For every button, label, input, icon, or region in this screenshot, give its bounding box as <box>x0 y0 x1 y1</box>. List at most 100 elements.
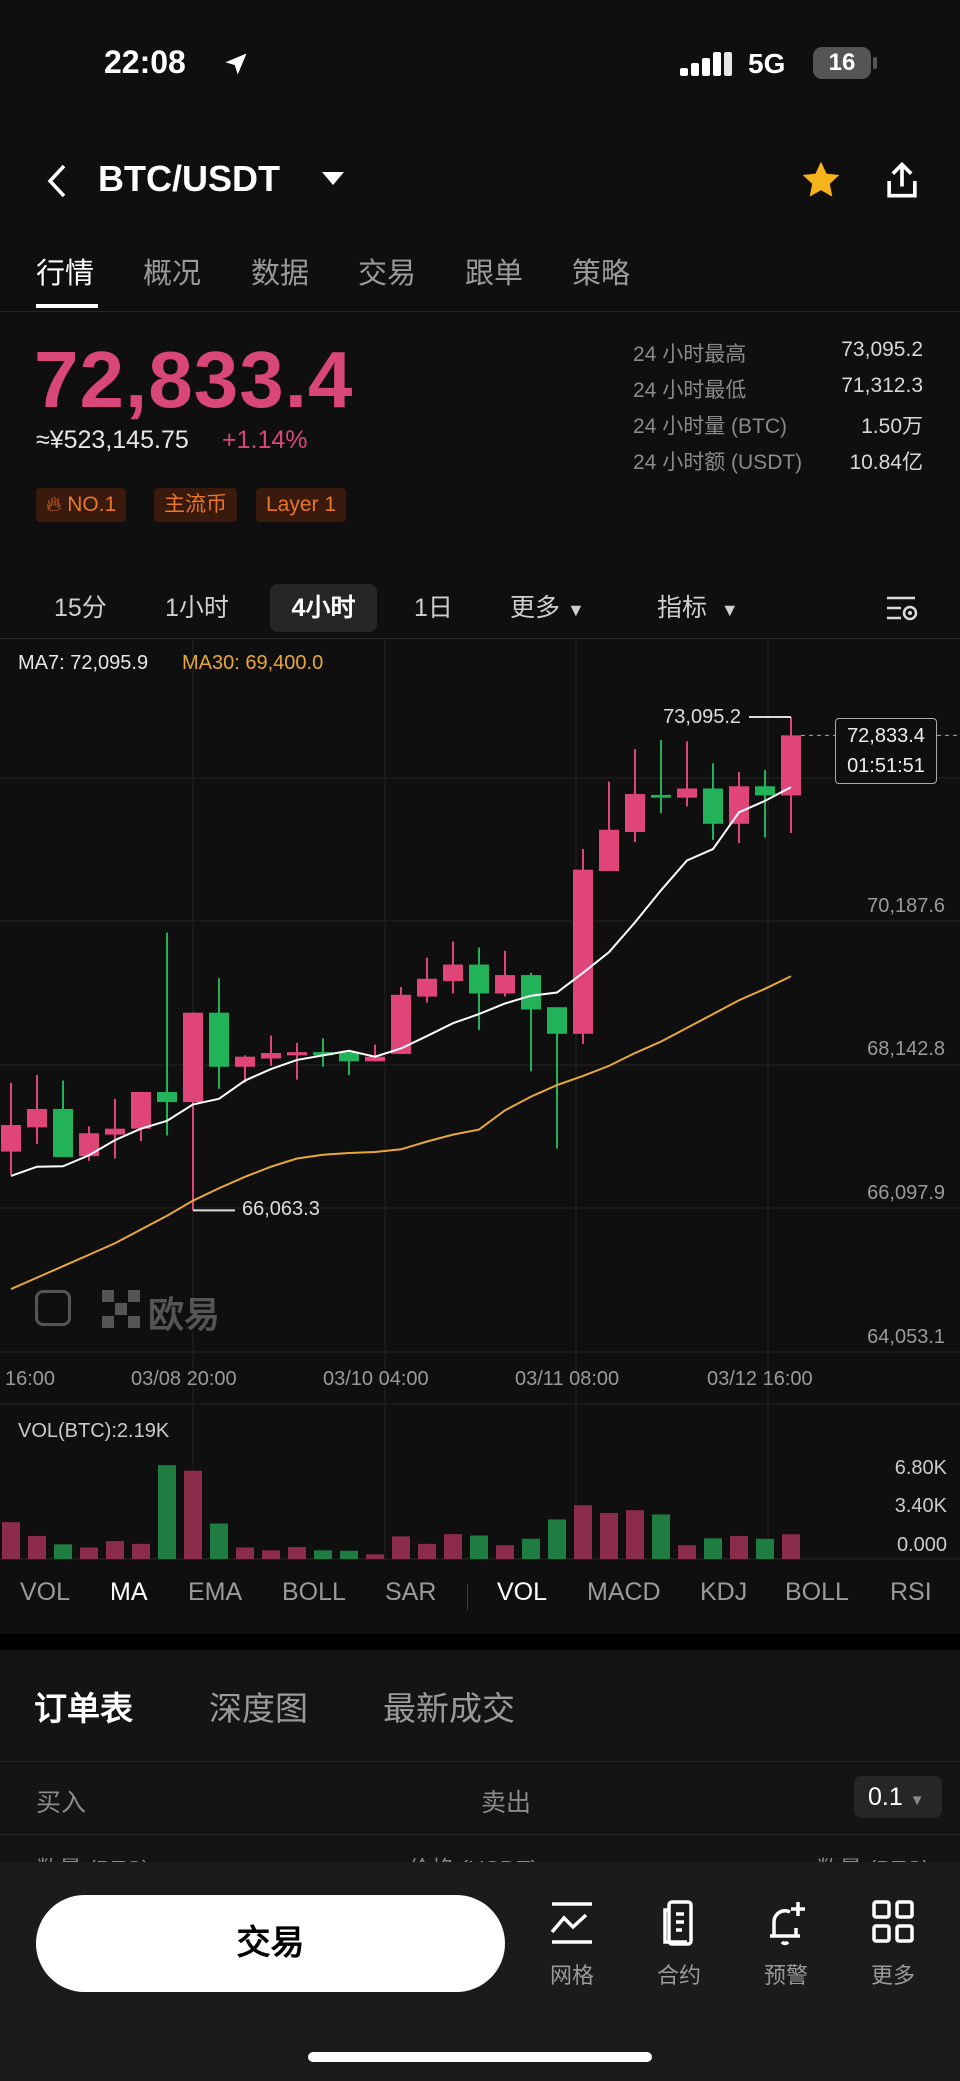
candlestick-chart[interactable] <box>0 640 960 1635</box>
back-chevron-icon[interactable] <box>42 162 72 200</box>
grid-trading-icon[interactable] <box>542 1898 602 1948</box>
alert-label: 预警 <box>763 1963 808 1988</box>
candle-body <box>599 829 619 872</box>
candle-body <box>157 1091 177 1103</box>
share-icon[interactable] <box>880 158 924 204</box>
volume-bar <box>210 1523 228 1559</box>
sub-indicator-rsi[interactable]: RSI <box>890 1578 932 1606</box>
tab-trade[interactable]: 交易 <box>358 258 417 290</box>
sub-indicator-vol[interactable]: VOL <box>497 1578 548 1606</box>
candle-body <box>287 1052 307 1056</box>
caret-down-icon[interactable] <box>322 172 344 186</box>
last-price: 72,833.4 <box>34 335 354 424</box>
volume-bar <box>548 1519 566 1559</box>
caret-down-icon: ▼ <box>720 600 739 620</box>
volume-bar <box>262 1550 280 1559</box>
candle-body <box>391 994 411 1054</box>
volume-bar <box>704 1538 722 1559</box>
x-tick: 03/10 04:00 <box>323 1368 429 1390</box>
tab-data[interactable]: 数据 <box>251 258 310 290</box>
indicator-sar[interactable]: SAR <box>385 1578 437 1606</box>
volume-tick: 3.40K <box>894 1495 947 1517</box>
timeframe-1d[interactable]: 1日 <box>414 594 453 622</box>
star-favorite-icon[interactable] <box>798 158 844 202</box>
volume-bar <box>418 1543 436 1559</box>
caret-down-icon: ▼ <box>909 1792 925 1809</box>
indicator-ema[interactable]: EMA <box>188 1578 243 1606</box>
candle-body <box>131 1091 151 1129</box>
chart-settings-icon[interactable] <box>884 590 920 626</box>
volume-bar <box>730 1535 748 1559</box>
indicator-dropdown[interactable]: 指标 ▼ <box>657 584 739 632</box>
candle-body <box>209 1012 229 1067</box>
candle-body <box>443 964 463 982</box>
volume-bar <box>132 1543 150 1559</box>
tag-layer1[interactable]: Layer 1 <box>256 488 347 522</box>
timeframe-15m[interactable]: 15分 <box>54 594 107 622</box>
stat-label: 24 小时量 (BTC) <box>633 415 788 438</box>
candle-body <box>339 1052 359 1062</box>
status-time: 22:08 <box>104 44 186 80</box>
tab-orderbook[interactable]: 订单表 <box>34 1690 133 1727</box>
tab-underline <box>36 304 98 308</box>
indicator-vol[interactable]: VOL <box>20 1578 71 1606</box>
y-tick: 68,142.8 <box>867 1038 945 1060</box>
indicator-ma[interactable]: MA <box>110 1578 148 1606</box>
x-tick: 03/08 20:00 <box>131 1368 237 1390</box>
tab-market[interactable]: 行情 <box>36 258 95 290</box>
tab-overview[interactable]: 概况 <box>143 258 202 290</box>
divider <box>0 638 960 639</box>
low-label: 66,063.3 <box>242 1198 320 1220</box>
location-arrow-icon <box>225 53 247 75</box>
timeframe-1h[interactable]: 1小时 <box>165 594 229 622</box>
tab-latest-trades[interactable]: 最新成交 <box>383 1690 515 1727</box>
sub-indicator-macd[interactable]: MACD <box>587 1578 661 1606</box>
more-grid-icon[interactable] <box>863 1898 923 1948</box>
volume-bar <box>574 1505 592 1559</box>
fullscreen-icon[interactable] <box>35 1290 71 1326</box>
volume-bar <box>314 1550 332 1559</box>
okx-logo <box>102 1290 140 1328</box>
tag-rank[interactable]: 🔥︎ NO.1 <box>36 488 127 522</box>
volume-bar <box>444 1534 462 1559</box>
candle-body <box>183 1012 203 1103</box>
stat-value: 71,312.3 <box>841 374 923 397</box>
trade-button[interactable]: 交易 <box>36 1895 505 1992</box>
candle-body <box>105 1128 125 1135</box>
ma30-line <box>10 975 792 1290</box>
contract-icon[interactable] <box>649 1898 709 1948</box>
tab-depth[interactable]: 深度图 <box>209 1690 308 1727</box>
network-type: 5G <box>748 48 786 79</box>
indicator-boll[interactable]: BOLL <box>282 1578 346 1606</box>
ma7-legend: MA7: 72,095.9 <box>18 652 149 674</box>
candle-body <box>625 794 645 833</box>
section-gap <box>0 1634 960 1650</box>
candle-countdown: 01:51:51 <box>847 755 925 777</box>
sub-indicator-boll[interactable]: BOLL <box>785 1578 849 1606</box>
candle-body <box>313 1052 333 1056</box>
volume-bar <box>496 1545 514 1559</box>
tab-strategy[interactable]: 策略 <box>572 258 631 290</box>
precision-select[interactable]: 0.1 ▼ <box>854 1776 942 1818</box>
volume-bar <box>522 1538 540 1559</box>
contract-label: 合约 <box>656 1963 701 1988</box>
pair-title[interactable]: BTC/USDT <box>98 158 280 199</box>
indicator-label: 指标 <box>657 594 708 622</box>
timeframe-more[interactable]: 更多 ▼ <box>510 584 585 632</box>
watermark-text: 欧易 <box>148 1294 221 1335</box>
tag-mainstream[interactable]: 主流币 <box>154 488 237 522</box>
sub-indicator-kdj[interactable]: KDJ <box>700 1578 748 1606</box>
stat-value: 1.50万 <box>861 415 923 438</box>
buy-label: 买入 <box>36 1789 87 1817</box>
tag-rank-label: NO.1 <box>67 493 117 516</box>
candle-body <box>1 1125 21 1152</box>
volume-bar <box>106 1541 124 1559</box>
timeframe-4h[interactable]: 4小时 <box>270 584 377 632</box>
candle-body <box>495 975 515 994</box>
tab-copytrade[interactable]: 跟单 <box>465 258 524 290</box>
cny-price: ≈¥523,145.75 <box>36 426 189 454</box>
ma7-line <box>10 786 792 1177</box>
alert-bell-icon[interactable] <box>756 1898 816 1948</box>
candle-body <box>677 788 697 798</box>
x-tick: 16:00 <box>5 1368 56 1390</box>
